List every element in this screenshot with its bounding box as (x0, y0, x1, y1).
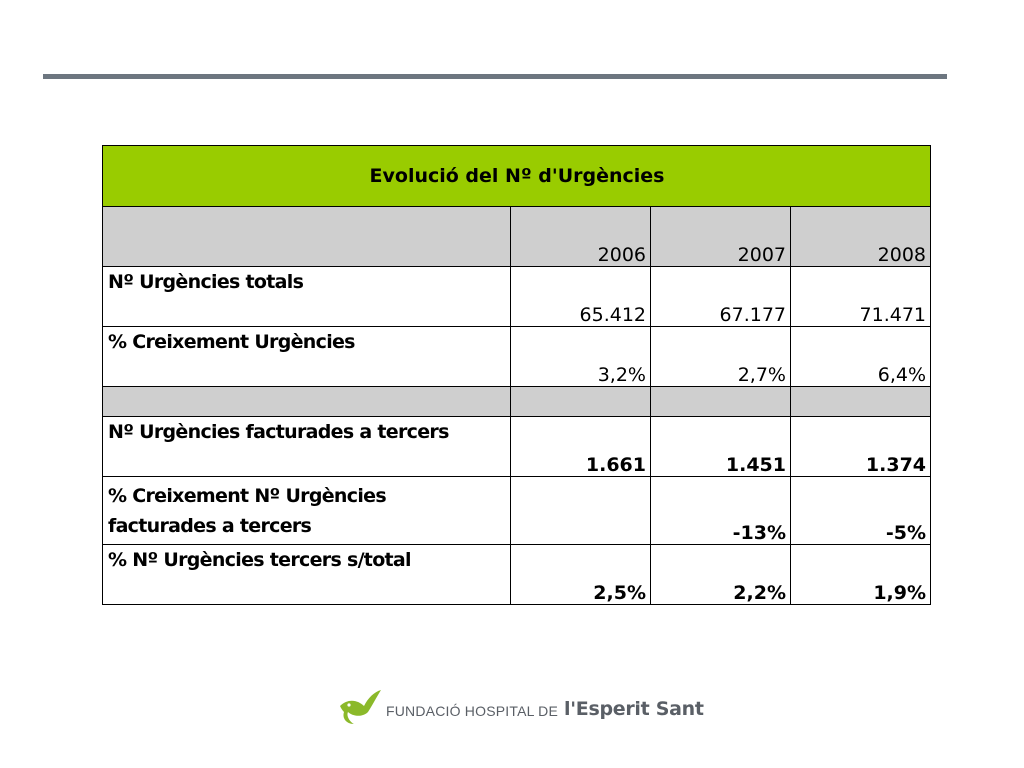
cell-value: 1.451 (650, 416, 791, 477)
year-header-cell: 2008 (789, 206, 932, 267)
cell-value: -13% (650, 476, 791, 545)
cell-value: 1.661 (510, 416, 651, 477)
cell-value: 71.471 (789, 266, 932, 327)
cell-value (510, 476, 651, 545)
table-row: % Creixement Nº Urgències facturades a te… (102, 476, 932, 545)
cell-value: 6,4% (789, 326, 932, 387)
logo-small-text: FUNDACIÓ HOSPITAL DE (386, 703, 559, 719)
cell-value: -5% (789, 476, 932, 545)
row-label-line: facturades a tercers (108, 515, 312, 537)
table-title: Evolució del Nº d'Urgències (101, 145, 932, 207)
year-header-row: 2006 2007 2008 (102, 206, 932, 267)
spacer-cell (102, 386, 511, 417)
row-label: Nº Urgències facturades a tercers (102, 416, 511, 477)
row-label: % Creixement Nº Urgències facturades a te… (102, 476, 511, 545)
logo-big-text: l'Esperit Sant (564, 698, 704, 720)
cell-value: 2,7% (650, 326, 791, 387)
top-divider-line (43, 74, 947, 79)
row-label: Nº Urgències totals (102, 266, 511, 327)
spacer-row (102, 386, 932, 417)
bird-icon (340, 690, 381, 724)
year-header-cell: 2007 (650, 206, 791, 267)
spacer-cell (510, 386, 651, 417)
table-row: % Nº Urgències tercers s/total 2,5% 2,2%… (102, 544, 932, 605)
table-row: Nº Urgències totals 65.412 67.177 71.471 (102, 266, 932, 327)
foundation-logo: FUNDACIÓ HOSPITAL DE l'Esperit Sant (338, 686, 704, 726)
cell-value: 1.374 (789, 416, 932, 477)
row-label: % Nº Urgències tercers s/total (102, 544, 511, 605)
cell-value: 1,9% (789, 544, 932, 605)
row-label-line: % Creixement Nº Urgències (108, 485, 387, 507)
cell-value: 2,2% (650, 544, 791, 605)
spacer-cell (789, 386, 932, 417)
cell-value: 3,2% (510, 326, 651, 387)
table-row: Nº Urgències facturades a tercers 1.661 … (102, 416, 932, 477)
emergencies-table: Evolució del Nº d'Urgències 2006 2007 20… (101, 145, 932, 605)
cell-value: 2,5% (510, 544, 651, 605)
header-empty-cell (102, 206, 511, 267)
cell-value: 65.412 (510, 266, 651, 327)
spacer-cell (650, 386, 791, 417)
table-row: % Creixement Urgències 3,2% 2,7% 6,4% (102, 326, 932, 387)
year-header-cell: 2006 (510, 206, 651, 267)
row-label: % Creixement Urgències (102, 326, 511, 387)
cell-value: 67.177 (650, 266, 791, 327)
